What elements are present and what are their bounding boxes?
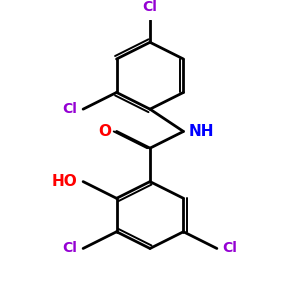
Text: O: O [98, 124, 111, 139]
Text: NH: NH [189, 124, 214, 139]
Text: Cl: Cl [142, 0, 158, 14]
Text: Cl: Cl [63, 102, 78, 116]
Text: HO: HO [52, 174, 78, 189]
Text: Cl: Cl [63, 242, 78, 256]
Text: Cl: Cl [222, 242, 237, 256]
